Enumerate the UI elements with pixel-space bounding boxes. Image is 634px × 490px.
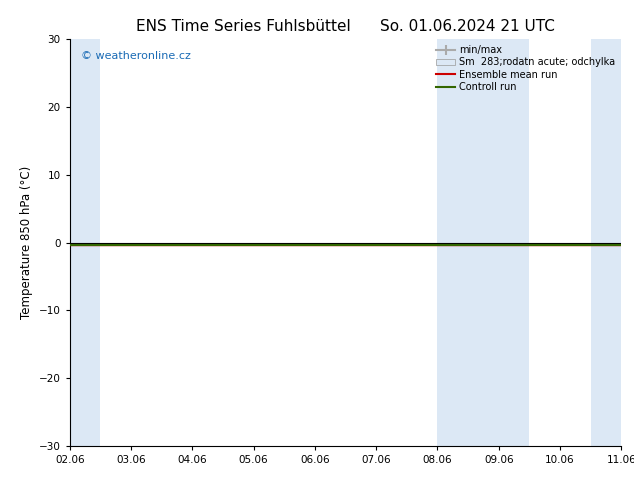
Bar xyxy=(437,39,529,446)
Y-axis label: Temperature 850 hPa (°C): Temperature 850 hPa (°C) xyxy=(20,166,33,319)
Legend: min/max, Sm  283;rodatn acute; odchylka, Ensemble mean run, Controll run: min/max, Sm 283;rodatn acute; odchylka, … xyxy=(432,41,619,96)
Bar xyxy=(591,39,634,446)
Title: ENS Time Series Fuhlsbüttel      So. 01.06.2024 21 UTC: ENS Time Series Fuhlsbüttel So. 01.06.20… xyxy=(136,19,555,34)
Bar xyxy=(70,39,100,446)
Text: © weatheronline.cz: © weatheronline.cz xyxy=(81,51,191,61)
